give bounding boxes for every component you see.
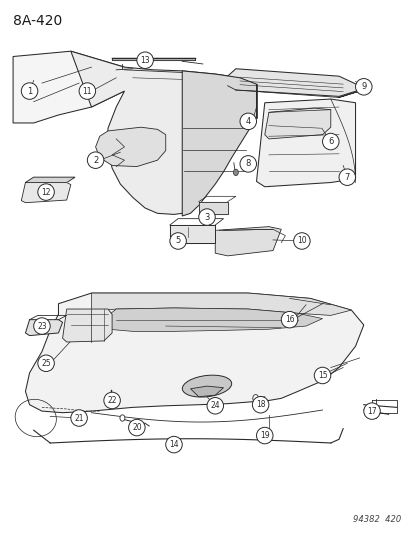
Ellipse shape — [293, 233, 309, 249]
Ellipse shape — [21, 83, 38, 99]
Text: 19: 19 — [259, 431, 269, 440]
Ellipse shape — [38, 355, 54, 372]
Ellipse shape — [363, 403, 380, 419]
Text: 94382  420: 94382 420 — [352, 515, 400, 524]
Text: 4: 4 — [245, 117, 250, 126]
Text: 17: 17 — [366, 407, 376, 416]
Polygon shape — [256, 99, 355, 187]
Text: 8: 8 — [245, 159, 250, 168]
Polygon shape — [13, 51, 124, 123]
Polygon shape — [182, 71, 256, 216]
Polygon shape — [100, 308, 322, 332]
Ellipse shape — [240, 156, 256, 172]
Text: 13: 13 — [140, 56, 150, 64]
Polygon shape — [21, 182, 71, 203]
Text: 14: 14 — [169, 440, 178, 449]
Circle shape — [108, 398, 114, 406]
Polygon shape — [112, 58, 194, 60]
Ellipse shape — [256, 427, 272, 444]
Polygon shape — [71, 51, 256, 214]
Polygon shape — [215, 227, 280, 256]
Ellipse shape — [33, 318, 50, 334]
Ellipse shape — [240, 113, 256, 130]
Circle shape — [233, 169, 238, 175]
Text: 3: 3 — [204, 213, 209, 222]
Polygon shape — [25, 320, 62, 336]
Text: 2: 2 — [93, 156, 98, 165]
Ellipse shape — [322, 133, 338, 150]
Ellipse shape — [338, 169, 355, 185]
Text: 8A-420: 8A-420 — [13, 14, 62, 28]
Ellipse shape — [137, 52, 153, 69]
Text: 22: 22 — [107, 396, 116, 405]
Text: 25: 25 — [41, 359, 51, 368]
Ellipse shape — [38, 184, 54, 200]
Polygon shape — [95, 127, 165, 166]
Polygon shape — [169, 225, 215, 243]
Text: 20: 20 — [132, 423, 141, 432]
Ellipse shape — [206, 398, 223, 414]
Polygon shape — [198, 201, 227, 214]
Polygon shape — [91, 293, 351, 316]
Polygon shape — [190, 386, 223, 397]
Polygon shape — [25, 177, 75, 182]
Ellipse shape — [280, 311, 297, 328]
Circle shape — [252, 394, 258, 402]
Text: 15: 15 — [317, 371, 327, 380]
Ellipse shape — [198, 209, 215, 225]
Circle shape — [120, 415, 125, 421]
Ellipse shape — [87, 152, 104, 168]
Ellipse shape — [104, 392, 120, 409]
Text: 6: 6 — [328, 137, 332, 146]
Polygon shape — [227, 69, 359, 96]
Text: 16: 16 — [284, 315, 294, 324]
Ellipse shape — [182, 375, 231, 397]
Polygon shape — [264, 108, 330, 139]
Text: 18: 18 — [255, 400, 265, 409]
Ellipse shape — [71, 410, 87, 426]
Text: 10: 10 — [297, 237, 306, 246]
Text: 24: 24 — [210, 401, 220, 410]
Text: 7: 7 — [344, 173, 349, 182]
Ellipse shape — [313, 367, 330, 384]
Ellipse shape — [355, 78, 371, 95]
Ellipse shape — [128, 419, 145, 436]
Text: 5: 5 — [175, 237, 180, 246]
Text: 9: 9 — [360, 82, 366, 91]
Ellipse shape — [165, 437, 182, 453]
Text: 23: 23 — [37, 321, 47, 330]
Polygon shape — [25, 293, 363, 413]
Text: 21: 21 — [74, 414, 84, 423]
Ellipse shape — [79, 83, 95, 99]
Ellipse shape — [169, 233, 186, 249]
Polygon shape — [62, 309, 112, 342]
Ellipse shape — [252, 397, 268, 413]
Text: 12: 12 — [41, 188, 51, 197]
Text: 1: 1 — [27, 86, 32, 95]
Text: 11: 11 — [82, 86, 92, 95]
